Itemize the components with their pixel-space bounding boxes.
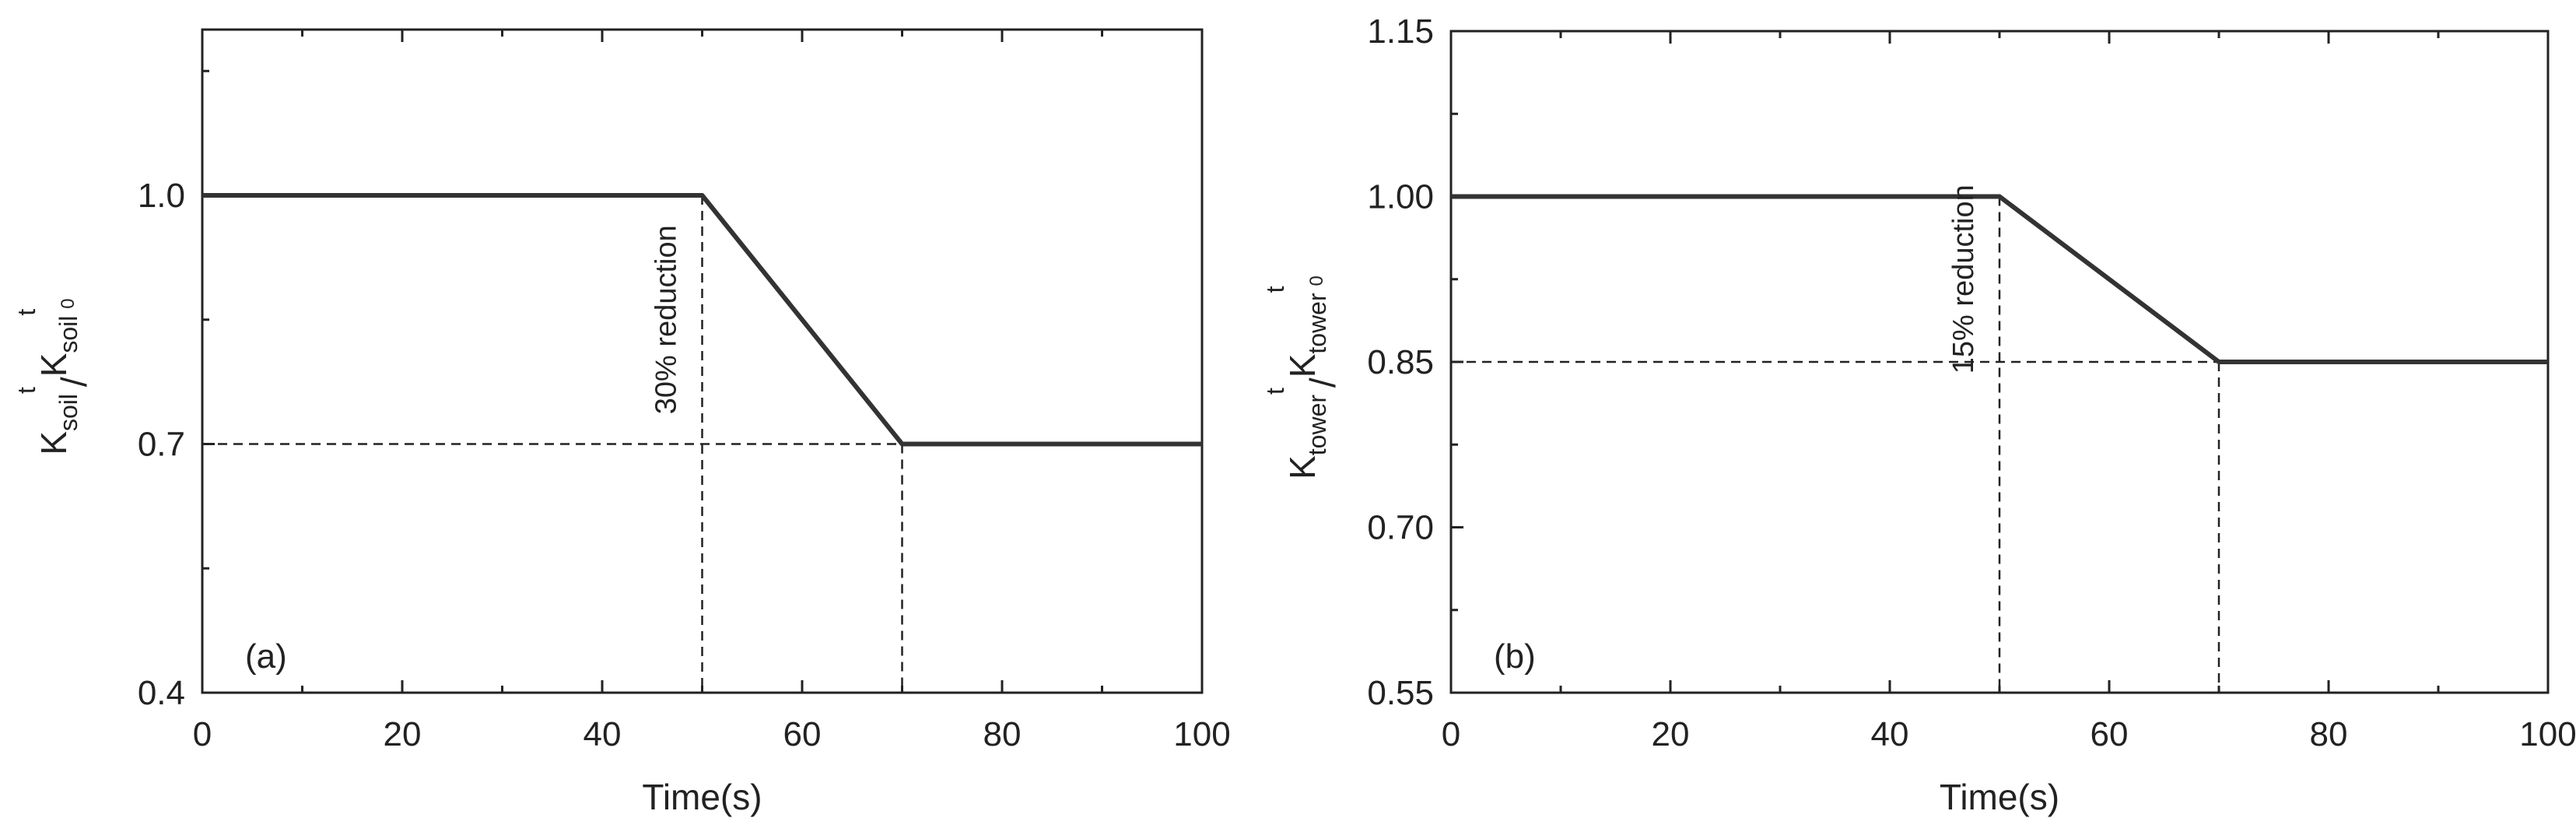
y-tick-label: 1.15 <box>1367 12 1434 51</box>
y-axis-label: Ktowert/Ktowert0 <box>1261 276 1343 479</box>
y-axis-label: Ksoilt/Ksoilt0 <box>12 298 94 455</box>
series-line <box>202 193 1202 447</box>
x-tick-label: 60 <box>783 715 822 753</box>
y-tick-label: 1.0 <box>138 177 185 215</box>
y-tick-label: 0.4 <box>138 674 185 712</box>
panel-label: (a) <box>245 637 287 676</box>
x-tick-label: 0 <box>193 715 212 753</box>
x-tick-label: 20 <box>384 715 422 753</box>
x-tick-label: 100 <box>2519 715 2576 753</box>
x-tick-label: 100 <box>1173 715 1230 753</box>
x-tick-label: 0 <box>1442 715 1460 753</box>
x-tick-label: 60 <box>2091 715 2129 753</box>
x-axis-label: Time(s) <box>642 777 762 817</box>
x-tick-label: 20 <box>1652 715 1690 753</box>
x-axis-label: Time(s) <box>1940 777 2059 817</box>
chart-panel-a: 0 20 40 60 80 100 0.4 0.7 1.0 30% reduction (a) Tim… <box>12 28 1231 817</box>
x-tick-label: 80 <box>2310 715 2348 753</box>
y-tick-label: 0.7 <box>138 426 185 464</box>
x-tick-label: 80 <box>983 715 1022 753</box>
x-tick-label: 40 <box>584 715 622 753</box>
x-tick-label: 40 <box>1871 715 1909 753</box>
series-line <box>1451 194 2548 364</box>
y-tick-label: 1.00 <box>1367 178 1434 216</box>
y-tick-label: 0.85 <box>1367 343 1434 381</box>
panel-label: (b) <box>1494 637 1536 676</box>
reduction-annotation: 15% reduction <box>1947 184 1980 374</box>
chart-panel-b: 0 20 40 60 80 100 0.55 0.70 0.85 1.00 1.15 15% redu… <box>1261 12 2576 817</box>
y-tick-label: 0.55 <box>1367 674 1434 712</box>
y-tick-label: 0.70 <box>1367 509 1434 547</box>
reduction-annotation: 30% reduction <box>650 225 683 414</box>
